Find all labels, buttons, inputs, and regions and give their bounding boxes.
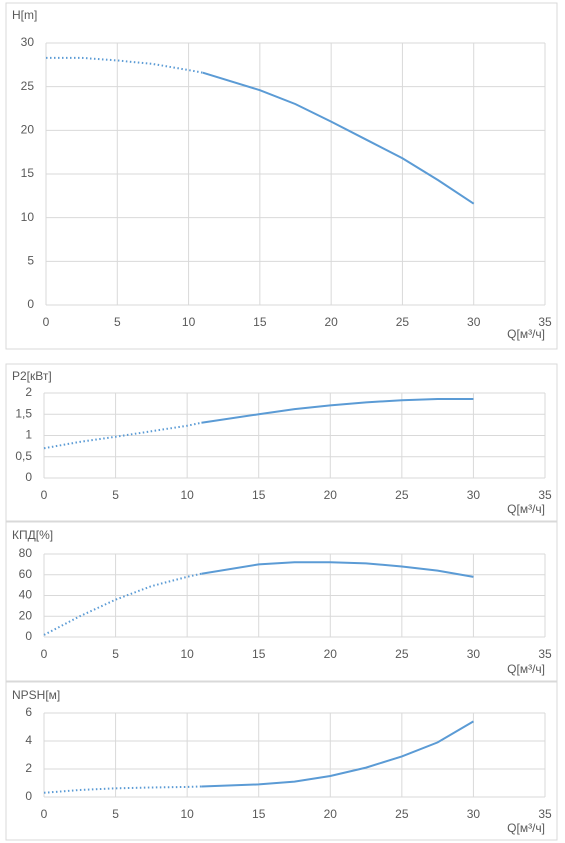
y-tick-label: 40: [19, 588, 33, 602]
y-tick-label: 2: [25, 761, 32, 775]
x-tick-label: 35: [538, 315, 552, 329]
x-tick-label: 15: [252, 488, 266, 502]
x-axis-label: Q[м³/ч]: [507, 327, 545, 341]
y-tick-label: 20: [19, 608, 33, 622]
y-tick-label: 0: [25, 629, 32, 643]
x-tick-label: 30: [467, 647, 481, 661]
chart-title: КПД[%]: [12, 528, 53, 542]
x-tick-label: 15: [253, 315, 267, 329]
y-tick-label: 10: [21, 210, 35, 224]
y-tick-label: 1,5: [15, 406, 32, 420]
y-tick-label: 0: [27, 297, 34, 311]
y-tick-label: 0: [25, 789, 32, 803]
y-tick-label: 2: [25, 385, 32, 399]
y-tick-label: 0: [25, 470, 32, 484]
x-tick-label: 20: [324, 315, 338, 329]
x-tick-label: 5: [112, 488, 119, 502]
x-tick-label: 10: [180, 807, 194, 821]
x-tick-label: 15: [252, 807, 266, 821]
x-tick-label: 5: [112, 647, 119, 661]
y-tick-label: 0,5: [15, 449, 32, 463]
x-axis-label: Q[м³/ч]: [507, 502, 545, 516]
data-line: [46, 56, 204, 74]
x-tick-label: 20: [324, 488, 338, 502]
x-tick-label: 5: [112, 807, 119, 821]
x-tick-label: 10: [182, 315, 196, 329]
x-axis-label: Q[м³/ч]: [507, 662, 545, 676]
y-tick-label: 30: [21, 35, 35, 49]
x-tick-label: 0: [41, 647, 48, 661]
x-tick-label: 25: [395, 488, 409, 502]
chart-frame: [5, 521, 558, 682]
x-tick-label: 25: [395, 807, 409, 821]
x-tick-label: 0: [41, 488, 48, 502]
data-line: [43, 785, 202, 794]
y-tick-label: 25: [21, 79, 35, 93]
chart-frame: [5, 681, 558, 841]
y-tick-label: 80: [19, 546, 33, 560]
y-tick-label: 6: [25, 705, 32, 719]
chart-title: H[m]: [12, 8, 37, 22]
x-tick-label: 35: [538, 647, 552, 661]
y-tick-label: 5: [27, 254, 34, 268]
x-tick-label: 0: [43, 315, 50, 329]
x-tick-label: 25: [395, 647, 409, 661]
chart-frame: [5, 363, 558, 522]
x-tick-label: 30: [467, 315, 481, 329]
x-tick-label: 30: [467, 488, 481, 502]
x-tick-label: 20: [324, 807, 338, 821]
x-tick-label: 30: [467, 807, 481, 821]
chart-title: P2[кВт]: [12, 369, 52, 383]
y-tick-label: 20: [21, 123, 35, 137]
data-line: [201, 720, 474, 788]
y-tick-label: 15: [21, 166, 35, 180]
x-tick-label: 25: [396, 315, 410, 329]
chart-title: NPSH[м]: [12, 688, 60, 702]
x-tick-label: 35: [538, 488, 552, 502]
x-tick-label: 5: [114, 315, 121, 329]
x-axis-label: Q[м³/ч]: [507, 821, 545, 835]
x-tick-label: 0: [41, 807, 48, 821]
data-line: [201, 561, 474, 578]
data-line: [43, 572, 202, 636]
y-tick-label: 60: [19, 567, 33, 581]
x-tick-label: 15: [252, 647, 266, 661]
data-line: [202, 71, 475, 205]
x-tick-label: 10: [180, 488, 194, 502]
x-tick-label: 20: [324, 647, 338, 661]
x-tick-label: 35: [538, 807, 552, 821]
x-tick-label: 10: [180, 647, 194, 661]
y-tick-label: 1: [25, 428, 32, 442]
y-tick-label: 4: [25, 733, 32, 747]
data-line: [201, 397, 474, 424]
chart-frame: [5, 2, 558, 350]
